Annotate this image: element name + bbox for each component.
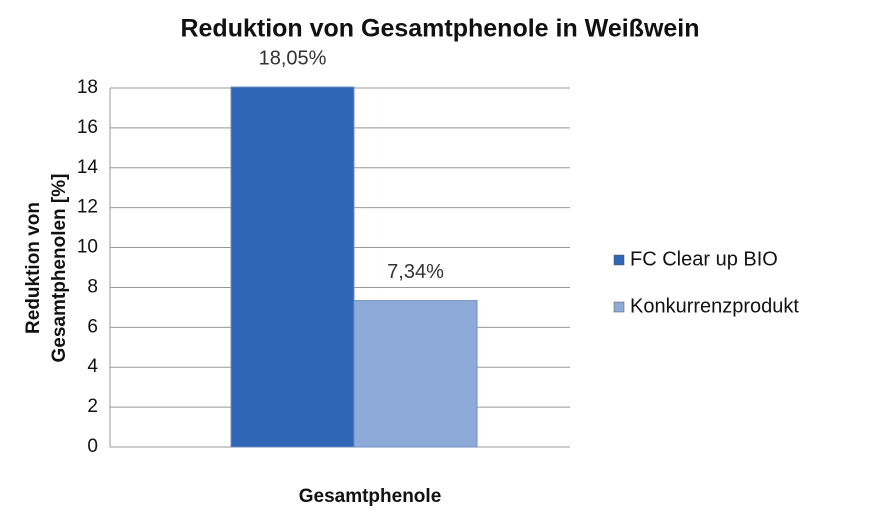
y-tick-label: 18 [77,77,98,98]
y-axis-label-line: Reduktion von [23,202,44,334]
legend-swatch [613,301,625,313]
y-tick-label: 6 [87,316,98,337]
legend-swatch [613,254,625,266]
chart-title: Reduktion von Gesamtphenole in Weißwein [180,15,699,43]
value-label: 18,05% [259,47,327,69]
legend-label: FC Clear up BIO [630,248,778,270]
value-label: 7,34% [387,261,444,283]
y-axis-label-line: Gesamtphenolen [%] [49,174,70,363]
legend-label: Konkurrenzprodukt [630,295,799,317]
y-tick-label: 8 [87,276,98,297]
bar [353,300,478,448]
y-tick-label: 4 [87,356,98,377]
y-tick-label: 16 [77,117,98,138]
x-axis-label: Gesamtphenole [299,486,442,507]
y-tick-label: 2 [87,396,98,417]
y-tick-label: 14 [77,157,99,178]
y-tick-label: 10 [77,237,98,258]
y-tick-label: 12 [77,197,98,218]
y-tick-label: 0 [87,436,98,457]
y-axis-label: Reduktion von Gesamtphenolen [%] [23,174,70,363]
bar [230,86,355,448]
